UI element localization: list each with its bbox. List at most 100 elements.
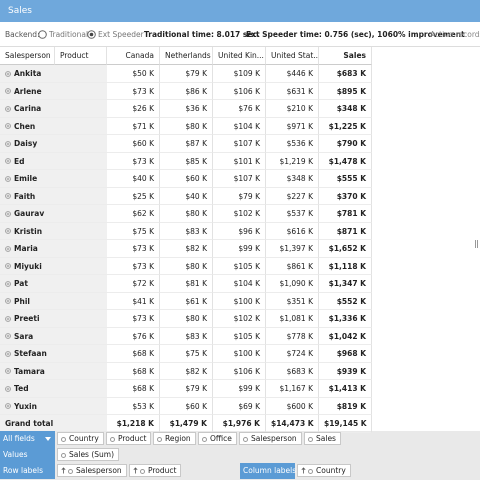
row-label[interactable]: Kristin [0,223,107,240]
expand-icon[interactable] [5,333,11,339]
expand-icon[interactable] [5,158,11,164]
value-cell: $683 K [266,362,319,380]
expand-icon[interactable] [5,175,11,182]
row-label[interactable]: Gaurav [0,205,107,223]
row-label[interactable]: Stefaan [0,345,107,363]
row-label[interactable]: Grand total [0,415,107,433]
value-cell: $60 K [107,135,160,153]
chip-text: Product [148,466,177,475]
expand-icon[interactable] [5,263,11,269]
cell-text: $351 K [286,296,313,306]
row-label[interactable]: Emile [0,170,107,188]
value-cell: $100 K [213,345,266,363]
field-chip[interactable]: Salesperson [57,464,127,477]
value-cell: $73 K [107,257,160,275]
row-label[interactable]: Miyuki [0,258,107,275]
cell-text: $68 K [132,384,154,393]
field-chip[interactable]: Product [106,432,152,445]
value-cell: $1,081 K [266,310,319,328]
value-cell: $100 K [213,292,266,310]
expand-icon[interactable] [5,123,11,129]
cell-text: $1,167 K [279,384,313,393]
row-label[interactable]: Arlene [0,83,107,100]
column-header[interactable]: Netherlands [160,47,213,65]
field-chip[interactable]: Country [297,464,351,477]
expand-icon[interactable] [5,105,11,112]
option-traditional[interactable]: Traditional [49,30,89,39]
cell-text: $105 K [233,331,260,341]
title: Sales [8,6,32,16]
expand-icon[interactable] [5,403,11,409]
cell-text: $79 K [185,69,207,78]
dropdown-arrow[interactable] [45,437,51,441]
row-label[interactable]: Carina [0,100,107,118]
row-label[interactable]: Ankita [0,65,107,83]
expand-icon[interactable] [5,245,11,252]
cell-text: $76 K [132,331,154,341]
field-chip[interactable]: Sales [304,432,341,445]
expand-icon[interactable] [5,210,11,217]
value-cell: $210 K [266,100,319,118]
expand-icon[interactable] [5,140,11,147]
value-cell: $1,976 K [213,415,266,433]
cell-text: $73 K [132,244,154,253]
expand-icon[interactable] [5,315,11,322]
chip-handle [61,436,66,442]
chip-text: Region [165,434,191,443]
column-header[interactable]: United Stat... [266,47,319,65]
value-cell: $72 K [107,275,160,293]
expand-icon[interactable] [5,193,11,199]
value-cell: $79 K [160,65,213,83]
expand-icon[interactable] [5,228,11,234]
value-cell: $104 K [213,275,266,293]
expand-icon[interactable] [5,368,11,374]
radio-off[interactable] [38,30,47,39]
expand-icon[interactable] [5,298,11,304]
column-header[interactable]: United Kin... [213,47,266,65]
radio-on[interactable] [87,30,96,39]
field-chip[interactable]: Product [129,464,182,477]
expand-icon[interactable] [5,70,11,77]
row-label[interactable]: Yuxin [0,398,107,415]
column-header[interactable]: Canada [107,47,160,65]
value-cell: $96 K [213,222,266,240]
row-label[interactable]: Ted [0,380,107,398]
cell-text: Emile [14,174,38,183]
field-chip[interactable]: Office [198,432,237,445]
row-label[interactable]: Phil [0,293,107,310]
column-header[interactable]: Salesperson [0,47,55,65]
row-label[interactable]: Pat [0,275,107,293]
expand-icon[interactable] [5,280,11,287]
expand-icon[interactable] [5,350,11,357]
field-chip[interactable]: Salesperson [239,432,302,445]
option-speeder[interactable]: Ext Speeder [98,30,144,39]
value-cell: $69 K [213,397,266,415]
row-label[interactable]: Maria [0,240,107,258]
cell-text: $68 K [132,366,154,376]
expand-icon[interactable] [5,385,11,392]
field-chip[interactable]: Region [153,432,196,445]
cell-text: Daisy [14,139,38,148]
scroll-handle[interactable] [475,240,478,248]
cell-text: $871 K [336,226,366,236]
value-cell: $348 K [319,100,372,118]
row-label[interactable]: Sara [0,328,107,345]
row-label[interactable]: Faith [0,188,107,205]
expand-icon[interactable] [5,88,11,94]
field-chip[interactable]: Sales (Sum) [57,448,120,461]
row-label[interactable]: Daisy [0,135,107,153]
column-header[interactable]: Sales [319,47,372,65]
cell-text: $895 K [336,86,366,96]
column-labels-label: Column labels [240,463,296,479]
row-label[interactable]: Preeti [0,310,107,328]
value-cell: $86 K [160,82,213,100]
field-chip[interactable]: Country [57,432,104,445]
all-fields-label[interactable]: All fields [0,431,55,447]
chip-handle [308,436,313,442]
row-label[interactable]: Ed [0,153,107,170]
row-label[interactable]: Chen [0,118,107,135]
column-header[interactable]: Product [55,47,107,65]
cell-text: $85 K [185,156,207,166]
cell-text: $41 K [132,296,154,306]
row-label[interactable]: Tamara [0,363,107,380]
